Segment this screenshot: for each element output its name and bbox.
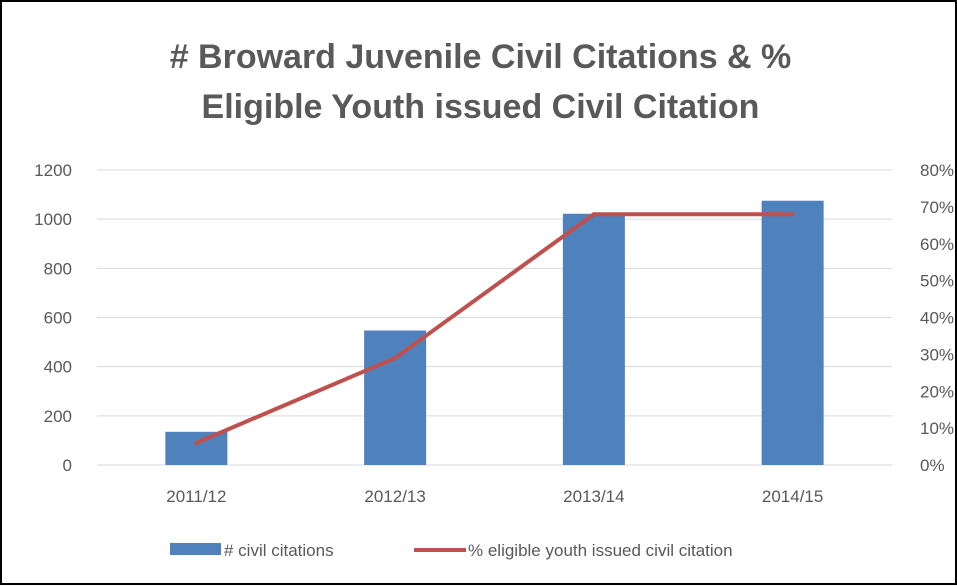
legend-swatch-bars <box>170 543 221 555</box>
y-right-tick-label: 0% <box>920 456 945 475</box>
x-tick-label: 2011/12 <box>166 487 226 506</box>
y-left-tick-label: 800 <box>44 259 72 278</box>
chart-title-line-2: Eligible Youth issued Civil Citation <box>201 88 760 126</box>
y-left-tick-label: 1200 <box>34 161 72 180</box>
y-left-tick-label: 200 <box>44 407 72 426</box>
y-right-tick-label: 30% <box>920 345 954 364</box>
line-point-2011/12 <box>194 440 199 445</box>
bar-2013/14 <box>562 213 625 465</box>
y-right-tick-label: 70% <box>920 198 954 217</box>
line-point-2014/15 <box>790 212 795 217</box>
y-right-tick-label: 40% <box>920 309 954 328</box>
y-right-tick-label: 80% <box>920 161 954 180</box>
x-tick-label: 2012/13 <box>364 487 425 506</box>
x-tick-label: 2014/15 <box>762 487 823 506</box>
bar-2011/12 <box>165 431 228 465</box>
y-left-tick-label: 400 <box>44 358 72 377</box>
legend-label-line: % eligible youth issued civil citation <box>468 541 733 560</box>
chart-title: # Broward Juvenile Civil Citations & % E… <box>2 32 957 132</box>
line-point-2013/14 <box>591 212 596 217</box>
bar-2012/13 <box>364 330 427 465</box>
x-tick-label: 2013/14 <box>563 487 624 506</box>
y-left-tick-label: 1000 <box>34 210 72 229</box>
chart-title-line-1: # Broward Juvenile Civil Citations & % <box>169 38 792 76</box>
y-left-tick-label: 600 <box>44 309 72 328</box>
line-point-2012/13 <box>393 356 398 361</box>
legend-label-bars: # civil citations <box>224 541 334 560</box>
y-right-tick-label: 10% <box>920 419 954 438</box>
bar-2014/15 <box>761 200 824 465</box>
y-right-tick-label: 50% <box>920 272 954 291</box>
y-right-tick-label: 20% <box>920 382 954 401</box>
series-line <box>194 212 795 445</box>
y-left-tick-label: 0 <box>63 456 72 475</box>
y-right-tick-label: 60% <box>920 235 954 254</box>
